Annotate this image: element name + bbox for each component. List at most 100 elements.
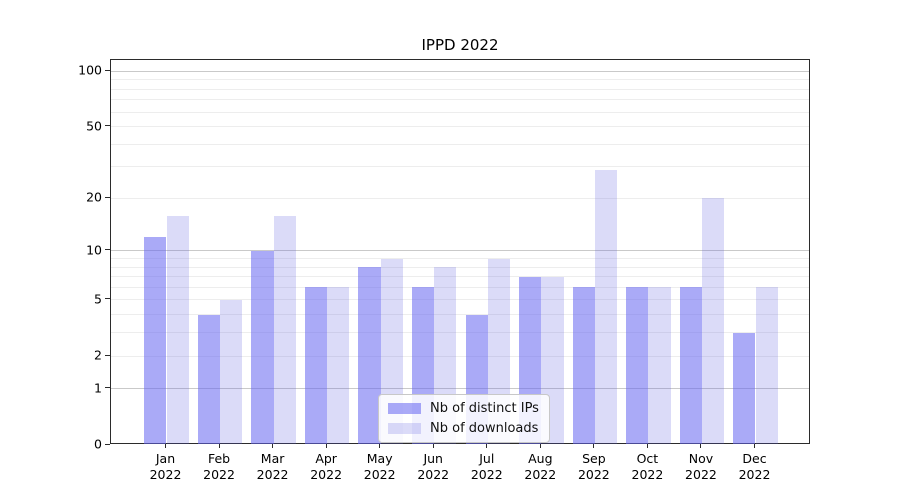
gridline-minor — [111, 332, 809, 334]
y-tick-mark — [105, 196, 110, 198]
x-tick-label: May 2022 — [345, 451, 415, 483]
x-tick-year: 2022 — [310, 467, 343, 482]
gridline-minor — [111, 314, 809, 316]
y-tick-mark — [105, 387, 110, 389]
legend-label: Nb of downloads — [430, 421, 539, 436]
x-tick-label: Feb 2022 — [184, 451, 254, 483]
x-tick-month: Dec — [742, 451, 767, 466]
x-tick-mark — [486, 444, 488, 448]
gridline-minor — [111, 286, 809, 288]
legend-item: Nb of downloads — [388, 421, 539, 436]
legend-label: Nb of distinct IPs — [430, 401, 539, 416]
gridline-major — [111, 388, 809, 390]
gridline-minor — [111, 79, 809, 81]
x-tick-year: 2022 — [738, 467, 771, 482]
x-tick-label: Sep 2022 — [559, 451, 629, 483]
gridline-minor — [111, 88, 809, 90]
bar-nb-of-distinct-ips-dec — [733, 332, 756, 444]
x-tick-mark — [700, 444, 702, 448]
bar-nb-of-downloads-feb — [220, 299, 243, 444]
x-tick-month: Jul — [479, 451, 495, 466]
x-tick-label: Dec 2022 — [720, 451, 790, 483]
x-tick-month: Jun — [423, 451, 443, 466]
gridline-minor — [111, 258, 809, 259]
x-tick-mark — [432, 444, 434, 448]
x-tick-label: Jul 2022 — [452, 451, 522, 483]
x-tick-year: 2022 — [524, 467, 557, 482]
x-tick-month: Sep — [582, 451, 606, 466]
x-tick-year: 2022 — [417, 467, 450, 482]
x-tick-year: 2022 — [470, 467, 503, 482]
x-tick-label: Mar 2022 — [238, 451, 308, 483]
gridline-minor — [111, 166, 809, 168]
gridline-minor — [111, 197, 809, 199]
y-tick-label: 10 — [86, 242, 102, 258]
bar-nb-of-distinct-ips-sep — [572, 287, 595, 444]
x-tick-month: Oct — [636, 451, 659, 466]
y-tick-mark — [105, 249, 110, 251]
x-tick-label: Jun 2022 — [398, 451, 468, 483]
gridline-minor — [111, 143, 809, 145]
y-tick-mark — [105, 354, 110, 356]
y-tick-mark — [105, 443, 110, 445]
x-tick-month: Nov — [688, 451, 714, 466]
y-tick-label: 2 — [94, 347, 102, 363]
x-tick-label: Jan 2022 — [131, 451, 201, 483]
y-tick-label: 0 — [94, 436, 102, 452]
gridline-minor — [111, 266, 809, 268]
bar-nb-of-downloads-jan — [166, 215, 189, 444]
y-tick-label: 5 — [94, 291, 102, 307]
x-tick-year: 2022 — [363, 467, 396, 482]
x-tick-month: May — [366, 451, 393, 466]
bar-nb-of-distinct-ips-oct — [626, 287, 649, 444]
x-tick-year: 2022 — [149, 467, 182, 482]
bar-nb-of-distinct-ips-feb — [197, 314, 220, 444]
x-tick-mark — [539, 444, 541, 448]
x-tick-month: Feb — [207, 451, 231, 466]
x-tick-mark — [325, 444, 327, 448]
gridline-minor — [111, 111, 809, 113]
gridline-major — [111, 250, 809, 252]
x-tick-year: 2022 — [685, 467, 717, 482]
legend: Nb of distinct IPs Nb of downloads — [378, 394, 550, 443]
legend-item: Nb of distinct IPs — [388, 401, 539, 416]
y-tick-label: 50 — [86, 118, 102, 134]
bar-nb-of-downloads-nov — [702, 198, 725, 444]
bar-nb-of-downloads-oct — [648, 287, 671, 444]
y-tick-label: 1 — [94, 380, 102, 396]
x-tick-label: Oct 2022 — [612, 451, 682, 483]
x-tick-year: 2022 — [631, 467, 664, 482]
x-tick-year: 2022 — [203, 467, 235, 482]
chart-title: IPPD 2022 — [421, 36, 499, 54]
bar-nb-of-downloads-mar — [273, 215, 296, 444]
x-tick-year: 2022 — [256, 467, 289, 482]
x-tick-month: Apr — [315, 451, 337, 466]
x-tick-month: Mar — [260, 451, 285, 466]
bar-nb-of-downloads-apr — [327, 287, 350, 444]
x-tick-label: Nov 2022 — [666, 451, 736, 483]
gridline-minor — [111, 99, 809, 101]
x-tick-mark — [754, 444, 755, 448]
x-tick-month: Aug — [528, 451, 553, 466]
x-tick-label: Aug 2022 — [505, 451, 575, 483]
x-tick-year: 2022 — [577, 467, 610, 482]
x-tick-label: Apr 2022 — [291, 451, 361, 483]
legend-swatch — [388, 423, 421, 434]
x-tick-month: Jan — [155, 451, 176, 466]
bar-nb-of-downloads-dec — [755, 287, 778, 444]
bar-nb-of-distinct-ips-mar — [251, 250, 274, 444]
y-tick-mark — [105, 125, 110, 127]
x-tick-mark — [165, 444, 166, 448]
gridline-minor — [111, 355, 809, 357]
bar-nb-of-distinct-ips-nov — [679, 287, 702, 444]
y-tick-label: 100 — [78, 62, 102, 78]
bar-nb-of-distinct-ips-jan — [144, 237, 167, 444]
x-tick-mark — [593, 444, 595, 448]
gridline-minor — [111, 299, 809, 301]
bar-nb-of-distinct-ips-may — [358, 267, 381, 444]
plot-area: Nb of distinct IPs Nb of downloads — [110, 59, 810, 444]
gridline-minor — [111, 126, 809, 128]
x-tick-mark — [379, 444, 381, 448]
gridline-major — [111, 70, 809, 72]
